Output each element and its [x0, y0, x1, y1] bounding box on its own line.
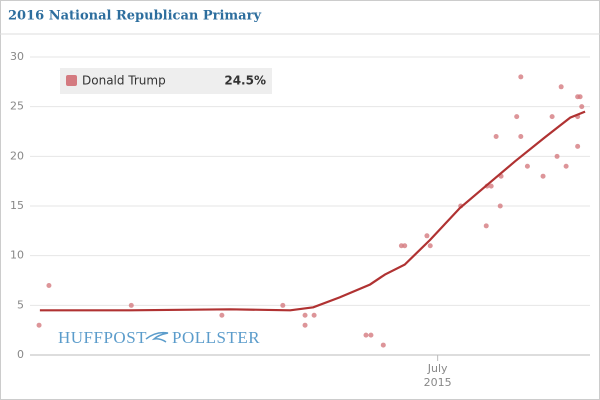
poll-point — [36, 322, 42, 328]
logo-left: HUFFPOST — [58, 328, 147, 347]
poll-point — [46, 282, 52, 288]
poll-point — [497, 203, 503, 209]
chart-title: 2016 National Republican Primary — [8, 9, 261, 24]
poll-point — [483, 223, 489, 229]
poll-point — [380, 342, 386, 348]
poll-point — [402, 243, 408, 249]
poll-point — [575, 143, 581, 149]
logo-icon — [145, 331, 169, 343]
poll-point — [424, 233, 430, 239]
legend-value: 24.5% — [224, 74, 266, 88]
poll-point — [302, 322, 308, 328]
legend-label: Donald Trump — [82, 74, 166, 88]
poll-point — [280, 302, 286, 308]
poll-point — [524, 163, 530, 169]
poll-point — [514, 114, 520, 120]
y-tick-label: 25 — [10, 100, 24, 113]
trend-line — [39, 110, 586, 312]
poll-point — [579, 104, 585, 110]
poll-point — [219, 312, 225, 318]
poll-point — [540, 173, 546, 179]
poll-point — [311, 312, 317, 318]
poll-point — [302, 312, 308, 318]
poll-point — [363, 332, 369, 338]
y-tick-label: 0 — [17, 348, 24, 361]
y-tick-label: 20 — [10, 149, 24, 162]
poll-point — [518, 133, 524, 139]
poll-point — [493, 133, 499, 139]
poll-point — [554, 153, 560, 159]
poll-point — [488, 183, 494, 189]
y-tick-label: 15 — [10, 199, 24, 212]
y-tick-label: 30 — [10, 50, 24, 63]
poll-point — [558, 84, 564, 90]
poll-point — [577, 94, 583, 100]
x-year-label: 2015 — [424, 376, 452, 389]
legend — [60, 68, 272, 94]
poll-point — [427, 243, 433, 249]
poll-point — [549, 114, 555, 120]
poll-point — [518, 74, 524, 80]
x-tick-label: July — [427, 362, 448, 375]
poll-point — [368, 332, 374, 338]
legend-swatch — [66, 75, 77, 86]
y-tick-label: 10 — [10, 249, 24, 262]
logo-right: POLLSTER — [172, 328, 260, 347]
poll-point — [563, 163, 569, 169]
poll-point — [128, 302, 134, 308]
y-tick-label: 5 — [17, 298, 24, 311]
